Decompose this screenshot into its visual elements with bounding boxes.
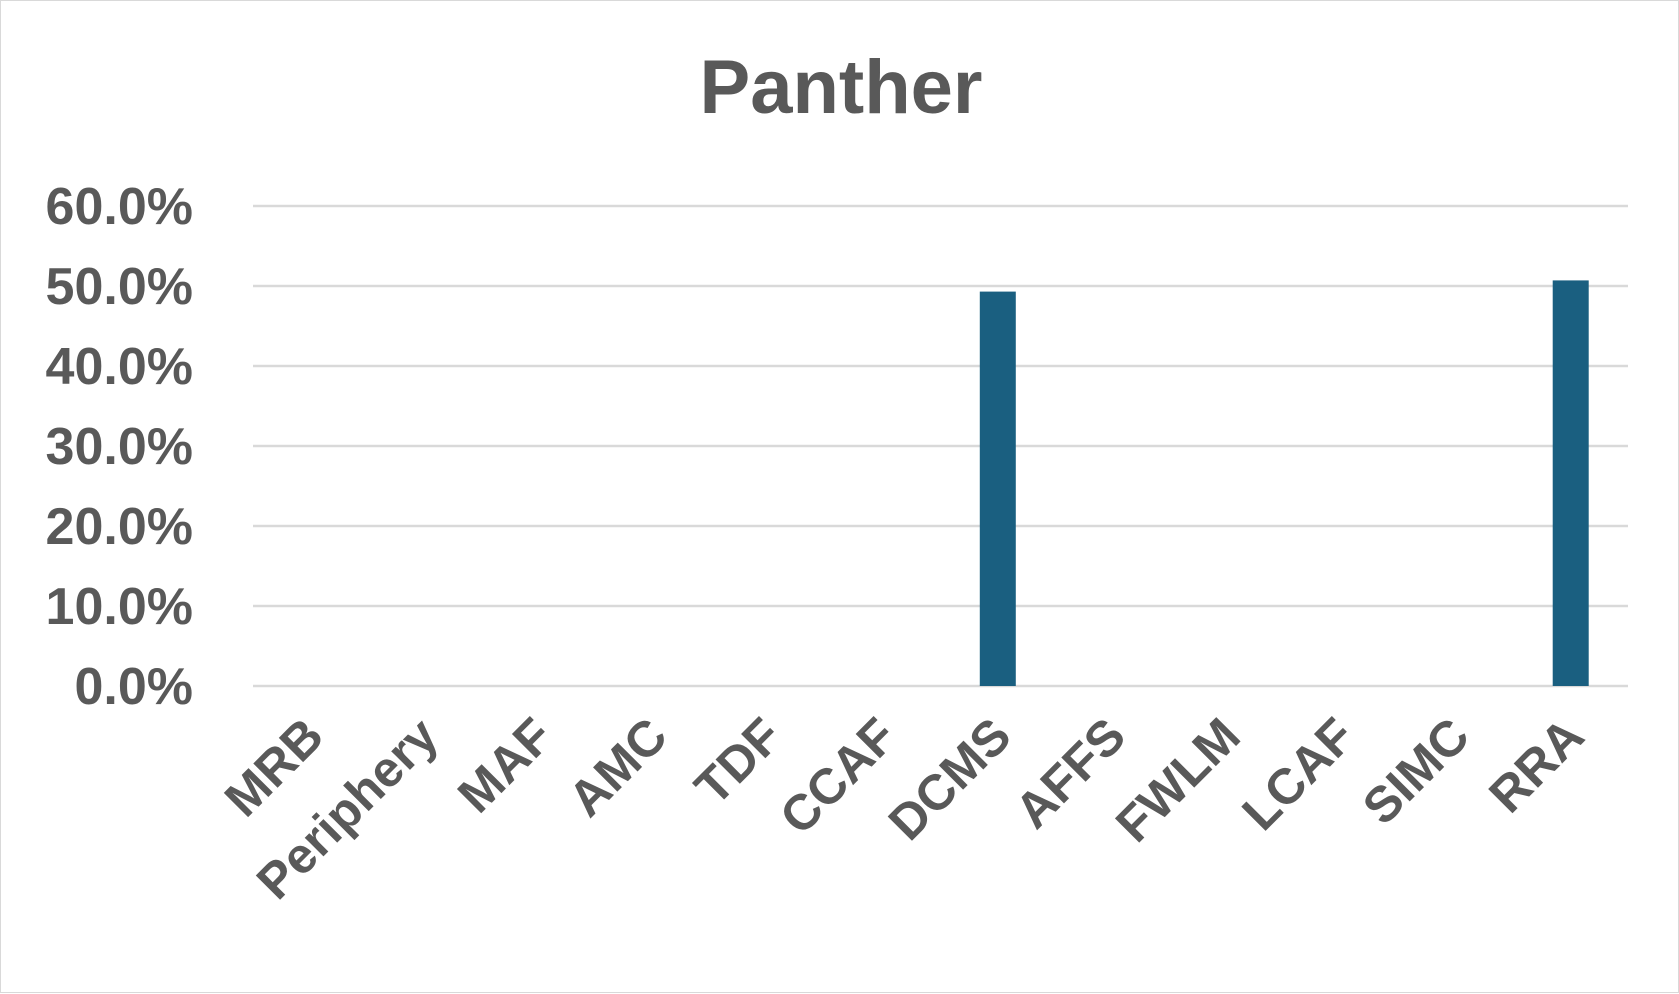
y-tick-label: 60.0% xyxy=(46,178,193,236)
gridlines xyxy=(253,204,1628,688)
x-category-label: DCMS xyxy=(878,707,1022,851)
x-category-label: MAF xyxy=(447,707,563,823)
y-tick-label: 30.0% xyxy=(46,418,193,476)
x-category-label: AMC xyxy=(558,707,678,827)
y-tick-label: 40.0% xyxy=(46,338,193,396)
bar-dcms xyxy=(979,291,1016,686)
bar-rra xyxy=(1552,280,1589,686)
y-tick-label: 50.0% xyxy=(46,258,193,316)
x-category-label: RRA xyxy=(1478,707,1594,823)
chart-title: Panther xyxy=(700,45,983,130)
x-category-label: LCAF xyxy=(1231,707,1365,841)
x-category-label: SIMC xyxy=(1352,707,1480,835)
y-tick-label: 0.0% xyxy=(74,658,193,716)
y-axis-tick-labels: 0.0% 10.0% 20.0% 30.0% 40.0% 50.0% 60.0% xyxy=(46,178,193,716)
y-tick-label: 10.0% xyxy=(46,578,193,636)
y-tick-label: 20.0% xyxy=(46,498,193,556)
x-category-label: FWLM xyxy=(1105,707,1251,853)
bars xyxy=(979,280,1589,686)
x-category-label: CCAF xyxy=(769,707,907,845)
